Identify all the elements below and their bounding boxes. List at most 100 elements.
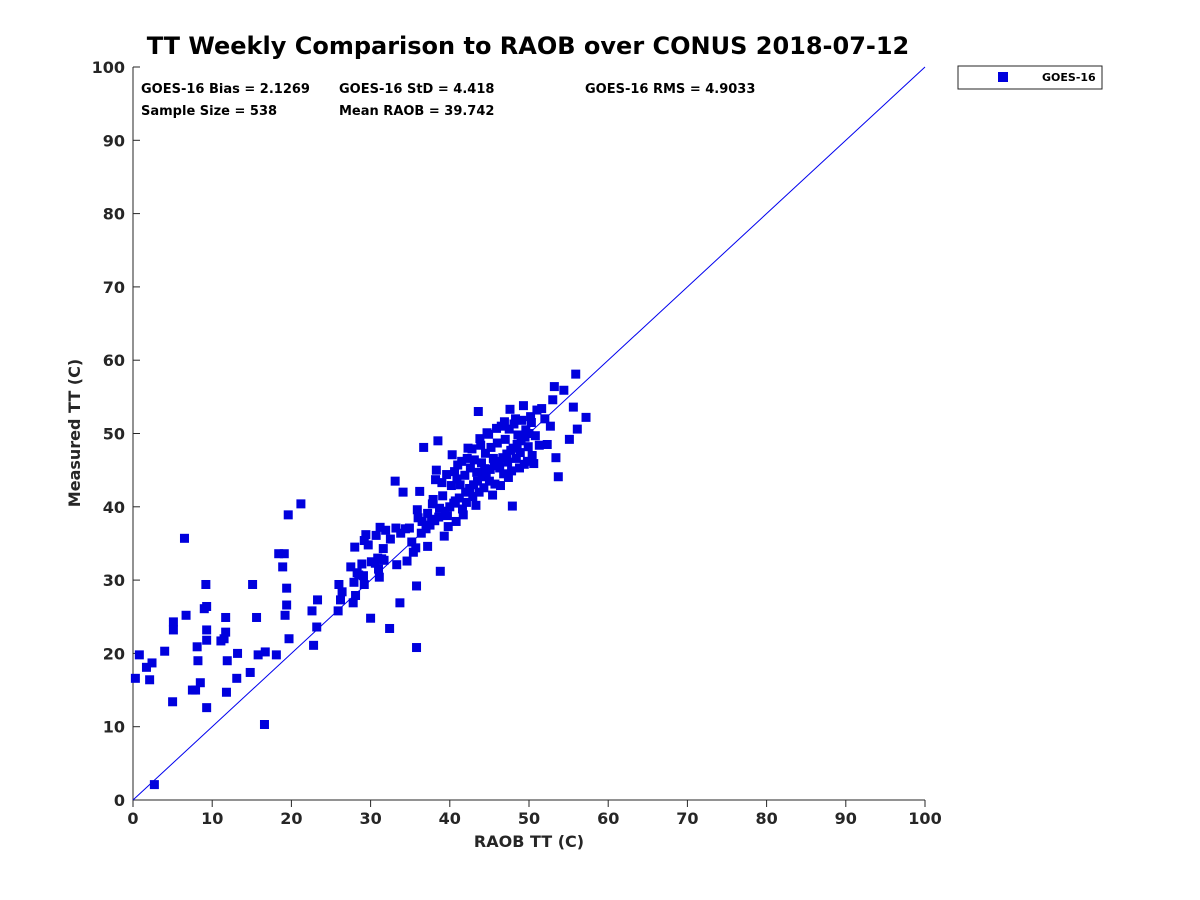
data-point bbox=[374, 564, 384, 574]
data-point bbox=[454, 493, 464, 503]
data-point bbox=[280, 610, 290, 620]
data-point bbox=[412, 505, 422, 515]
data-point bbox=[495, 481, 505, 491]
data-point bbox=[296, 499, 306, 509]
x-tick-label: 20 bbox=[280, 809, 302, 828]
y-tick-label: 100 bbox=[92, 58, 125, 77]
data-point bbox=[278, 562, 288, 572]
data-point bbox=[447, 450, 457, 460]
data-point bbox=[453, 460, 463, 470]
y-tick-label: 10 bbox=[103, 718, 125, 737]
data-point bbox=[499, 469, 509, 479]
data-point bbox=[511, 414, 521, 424]
data-point bbox=[274, 549, 284, 559]
data-point bbox=[423, 508, 433, 518]
data-point bbox=[221, 612, 231, 622]
data-point bbox=[460, 470, 470, 480]
data-point bbox=[232, 673, 242, 683]
data-point bbox=[398, 487, 408, 497]
data-point bbox=[534, 440, 544, 450]
x-tick-label: 0 bbox=[127, 809, 138, 828]
data-point bbox=[523, 442, 533, 452]
data-point bbox=[282, 600, 292, 610]
data-point bbox=[482, 428, 492, 438]
data-point bbox=[333, 606, 343, 616]
data-point bbox=[179, 533, 189, 543]
data-point bbox=[358, 571, 368, 581]
data-point bbox=[312, 622, 322, 632]
data-point bbox=[503, 457, 513, 467]
data-point bbox=[513, 430, 523, 440]
y-tick-label: 30 bbox=[103, 571, 125, 590]
y-tick-label: 40 bbox=[103, 498, 125, 517]
data-point bbox=[402, 556, 412, 566]
data-point bbox=[271, 650, 281, 660]
data-point bbox=[521, 425, 531, 435]
data-point bbox=[461, 497, 471, 507]
data-point bbox=[549, 382, 559, 392]
data-point bbox=[141, 662, 151, 672]
data-point bbox=[233, 648, 243, 658]
data-point bbox=[537, 404, 547, 414]
y-tick-label: 60 bbox=[103, 351, 125, 370]
data-point bbox=[395, 598, 405, 608]
data-point bbox=[195, 678, 205, 688]
data-point bbox=[192, 642, 202, 652]
data-point bbox=[390, 476, 400, 486]
data-point bbox=[511, 453, 521, 463]
data-point bbox=[431, 465, 441, 475]
data-point bbox=[545, 421, 555, 431]
data-point bbox=[431, 475, 441, 485]
data-point bbox=[147, 658, 157, 668]
data-point bbox=[473, 476, 483, 486]
data-point bbox=[526, 412, 536, 422]
x-tick-label: 80 bbox=[755, 809, 777, 828]
stat-sample-size: Sample Size = 538 bbox=[141, 104, 277, 119]
data-point bbox=[307, 606, 317, 616]
data-point bbox=[248, 579, 258, 589]
data-point bbox=[202, 601, 212, 611]
data-point bbox=[437, 478, 447, 488]
data-point bbox=[191, 685, 201, 695]
data-point bbox=[443, 522, 453, 532]
data-point bbox=[359, 579, 369, 589]
data-point bbox=[336, 595, 346, 605]
data-point bbox=[168, 617, 178, 627]
data-point bbox=[473, 407, 483, 417]
data-point bbox=[313, 595, 323, 605]
data-point bbox=[505, 404, 515, 414]
data-point bbox=[222, 656, 232, 666]
data-point bbox=[366, 613, 376, 623]
data-point bbox=[488, 490, 498, 500]
data-point bbox=[486, 442, 496, 452]
data-point bbox=[559, 385, 569, 395]
data-point bbox=[551, 453, 561, 463]
data-point bbox=[425, 520, 435, 530]
data-point bbox=[221, 627, 231, 637]
data-point bbox=[446, 481, 456, 491]
data-point bbox=[245, 667, 255, 677]
data-point bbox=[438, 491, 448, 501]
data-point bbox=[462, 453, 472, 463]
data-point bbox=[149, 780, 159, 790]
data-point bbox=[416, 528, 426, 538]
data-point bbox=[468, 492, 478, 502]
data-point bbox=[457, 504, 467, 514]
data-point bbox=[542, 439, 552, 449]
x-tick-label: 40 bbox=[439, 809, 461, 828]
x-axis-label: RAOB TT (C) bbox=[474, 832, 584, 851]
data-point bbox=[181, 610, 191, 620]
x-tick-label: 30 bbox=[359, 809, 381, 828]
data-point bbox=[374, 572, 384, 582]
data-point bbox=[404, 523, 414, 533]
data-point bbox=[517, 415, 527, 425]
data-point bbox=[202, 703, 212, 713]
data-point bbox=[202, 625, 212, 635]
data-point bbox=[474, 487, 484, 497]
data-point bbox=[439, 531, 449, 541]
data-point bbox=[451, 516, 461, 526]
data-point bbox=[260, 647, 270, 657]
data-point bbox=[465, 463, 475, 473]
data-point bbox=[507, 501, 517, 511]
